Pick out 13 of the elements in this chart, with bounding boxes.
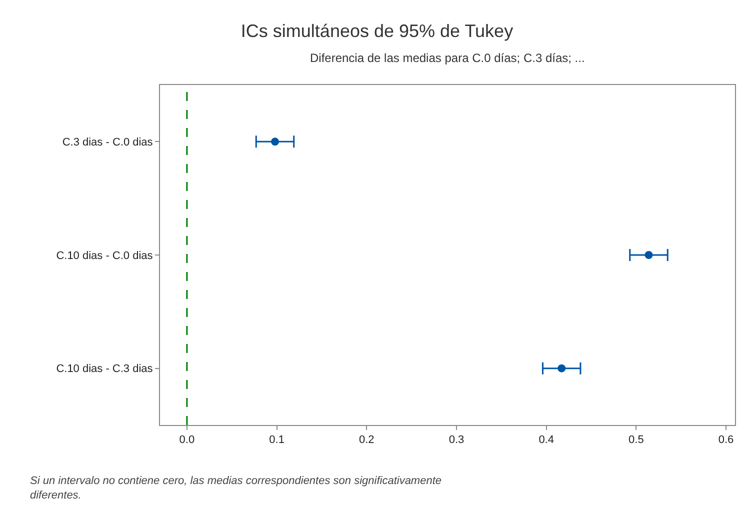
x-tick-label: 0.5 (628, 434, 644, 446)
y-tick-label: C.10 dias - C.3 dias (56, 363, 154, 376)
y-tick-label: C.10 dias - C.0 dias (56, 250, 154, 262)
x-tick-label: 0.0 (179, 434, 195, 446)
x-tick-label: 0.2 (358, 434, 374, 446)
x-tick-label: 0.6 (718, 434, 734, 446)
y-tick-label: C.3 dias - C.0 dias (62, 136, 154, 149)
chart-subtitle: Diferencia de las medias para C.0 días; C.3 días; ... (310, 51, 585, 65)
x-tick-label: 0.3 (448, 434, 464, 446)
chart-title: ICs simultáneos de 95% de Tukey (240, 20, 514, 41)
text: Si un intervalo no contiene cero, las medias correspondientes son significativamente diferentes. (30, 475, 442, 502)
x-tick-label: 0.4 (538, 434, 554, 446)
x-tick-label: 0.1 (269, 434, 284, 446)
